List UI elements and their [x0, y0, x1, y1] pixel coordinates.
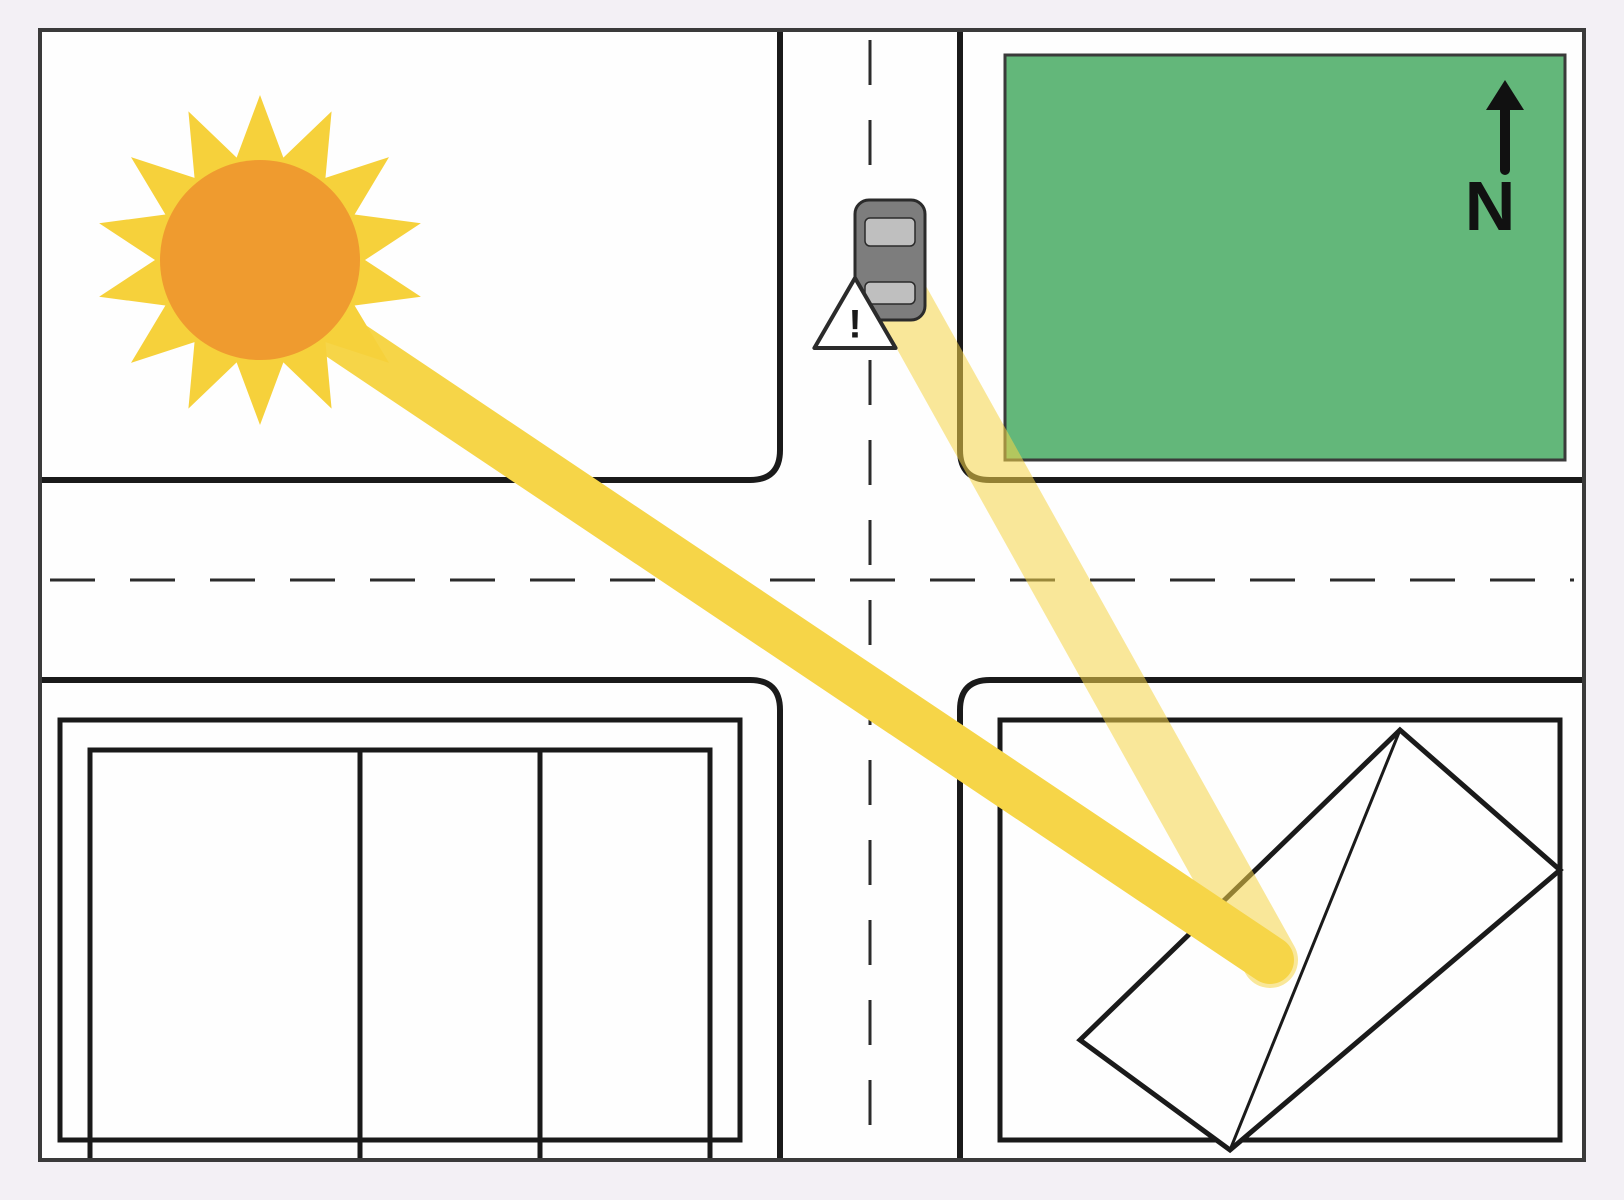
warning-glyph: ! [848, 303, 861, 347]
compass-label: N [1465, 167, 1516, 245]
glare-diagram: !N [0, 0, 1624, 1200]
green-block [1005, 55, 1565, 460]
